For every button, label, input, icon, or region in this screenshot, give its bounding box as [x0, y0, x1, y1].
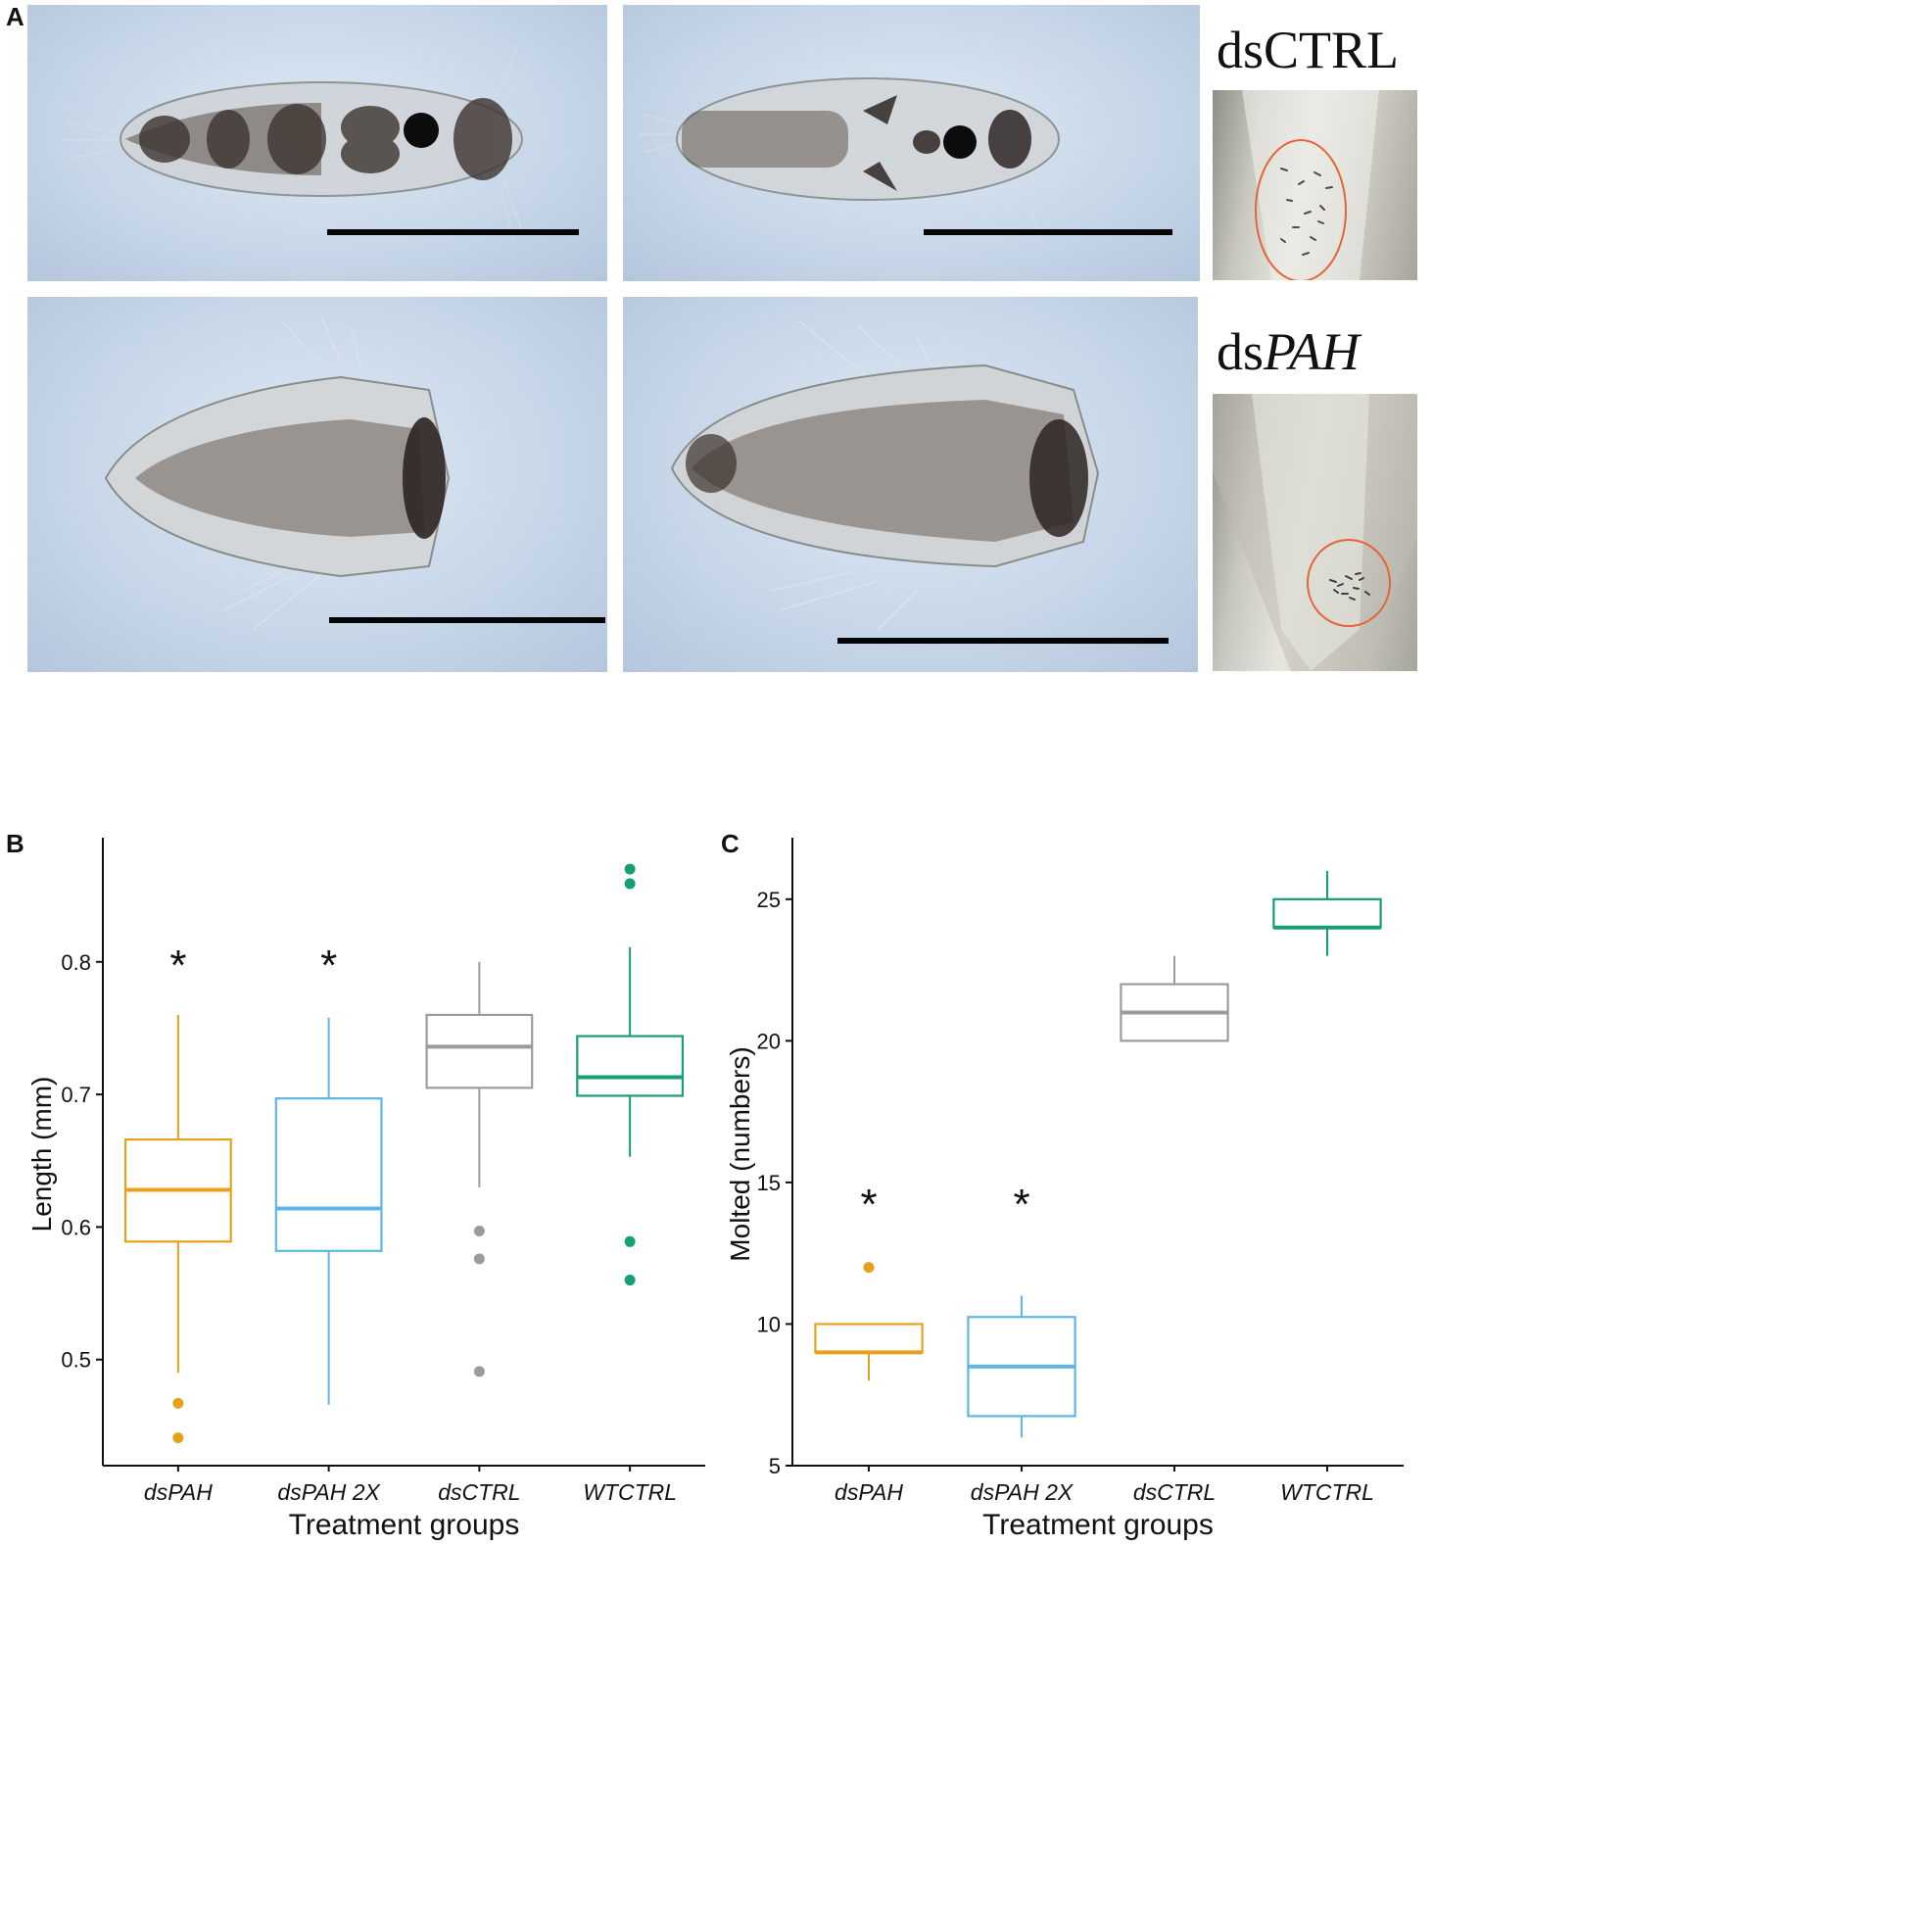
y-tick-label: 0.5 — [61, 1348, 91, 1373]
x-tick-label: dsPAH — [835, 1479, 903, 1505]
x-tick-label: WTCTRL — [1280, 1479, 1374, 1505]
group-label-prefix: ds — [1217, 322, 1265, 381]
significance-marker: * — [320, 942, 337, 990]
box-iqr — [576, 1035, 685, 1097]
y-tick-label: 0.6 — [61, 1215, 91, 1239]
group-label-dspah: dsPAH — [1217, 321, 1360, 382]
box-iqr — [1272, 897, 1382, 929]
outlier-point — [172, 1397, 184, 1409]
box-iqr — [814, 1323, 924, 1354]
outlier-point — [473, 1366, 485, 1377]
micrograph-dspah-2 — [623, 297, 1198, 672]
x-axis-label: Treatment groups — [982, 1509, 1214, 1541]
tube-photo-dsctrl — [1213, 90, 1417, 280]
y-tick-label: 20 — [757, 1029, 781, 1053]
chart-length: B 0.5 0.6 0.7 0.8 Length (mm) dsPAH dsPAH 2X dsC… — [0, 823, 705, 1920]
outlier-point — [624, 1275, 636, 1286]
x-tick-label: dsPAH — [144, 1479, 213, 1505]
micrograph-dsctrl-1 — [27, 5, 607, 281]
x-tick-label: dsPAH 2X — [971, 1479, 1074, 1505]
outlier-point — [473, 1225, 485, 1236]
x-tick-label: dsPAH 2X — [277, 1479, 381, 1505]
box-iqr — [425, 1013, 534, 1089]
chart-molted: C 5 10 15 20 25 Molted (numbers) dsPAH dsPAH 2X d… — [705, 823, 1420, 1920]
y-axis-label: Length (mm) — [26, 1077, 57, 1232]
y-tick-label: 15 — [757, 1171, 781, 1195]
y-tick-label: 0.7 — [61, 1083, 91, 1107]
outlier-point — [624, 1235, 636, 1247]
significance-marker: * — [860, 1181, 877, 1229]
panel-a-letter: A — [6, 2, 24, 31]
y-tick-label: 5 — [769, 1454, 781, 1478]
panel-letter: C — [721, 829, 740, 858]
x-tick-label: WTCTRL — [583, 1479, 677, 1505]
group-label-prefix: ds — [1217, 21, 1265, 79]
y-tick-label: 0.8 — [61, 950, 91, 975]
y-axis-label: Molted (numbers) — [725, 1046, 755, 1261]
tube-photo-dspah — [1213, 394, 1417, 671]
group-label-name: PAH — [1264, 322, 1361, 381]
significance-marker: * — [1013, 1181, 1029, 1229]
outlier-point — [172, 1432, 184, 1444]
y-tick-label: 25 — [757, 888, 781, 912]
outlier-point — [624, 878, 636, 890]
x-tick-label: dsCTRL — [438, 1479, 520, 1505]
panel-letter: B — [6, 829, 24, 858]
outlier-point — [473, 1253, 485, 1265]
micrograph-dspah-1 — [27, 297, 607, 672]
significance-marker: * — [169, 942, 186, 990]
micrograph-dsctrl-2 — [623, 5, 1200, 281]
group-label-dsctrl: dsCTRL — [1217, 20, 1399, 80]
y-tick-label: 10 — [757, 1312, 781, 1336]
outlier-point — [624, 863, 636, 875]
box-iqr — [274, 1097, 383, 1252]
x-axis-label: Treatment groups — [289, 1509, 520, 1541]
outlier-point — [863, 1262, 875, 1274]
group-label-name: CTRL — [1264, 21, 1400, 79]
x-tick-label: dsCTRL — [1133, 1479, 1216, 1505]
